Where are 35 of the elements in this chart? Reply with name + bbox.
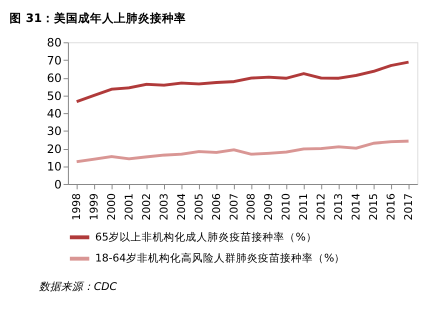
line-series: [75, 60, 410, 104]
x-tick-label: 2001: [122, 193, 136, 220]
y-tick-label: 40: [46, 106, 62, 121]
y-tick-label: 20: [46, 142, 62, 156]
x-tick-label: 2006: [210, 192, 223, 220]
y-tick-label: 10: [46, 160, 62, 174]
x-tick-label: 2008: [244, 192, 258, 220]
legend-label: 18-64岁非机构化高风险人群肺炎疫苗接种率（%）: [95, 252, 346, 265]
x-tick-label: 2016: [384, 192, 398, 220]
x-tick-label: 2000: [105, 192, 118, 220]
y-tick-label: 0: [54, 177, 62, 192]
y-tick-label: 60: [46, 71, 62, 86]
x-tick-label: 2004: [174, 192, 188, 220]
x-tick-label: 2015: [367, 193, 380, 220]
line-series: [75, 140, 410, 164]
x-tick-label: 2005: [192, 193, 206, 220]
x-tick-label: 2007: [227, 193, 240, 220]
source-note: 数据来源：CDC: [38, 280, 118, 293]
x-tick-label: 2003: [157, 193, 170, 220]
x-tick-label: 1999: [88, 192, 101, 220]
x-tick-label: 2013: [332, 193, 346, 220]
y-tick-label: 80: [46, 36, 62, 50]
x-tick-label: 2012: [314, 193, 328, 220]
y-tick-label: 50: [46, 88, 62, 103]
legend-label: 65岁以上非机构化成人肺炎疫苗接种率（%）: [95, 230, 317, 244]
x-tick-label: 2010: [280, 192, 293, 220]
x-tick-label: 2011: [297, 193, 310, 220]
x-tick-label: 1998: [70, 192, 84, 220]
x-tick-label: 2014: [350, 192, 363, 220]
y-tick-label: 70: [46, 53, 62, 68]
x-tick-label: 2002: [140, 193, 153, 220]
x-tick-label: 2017: [402, 193, 415, 220]
y-tick-label: 30: [46, 124, 62, 138]
chart-title: 图 31：美国成年人上肺炎接种率: [10, 10, 186, 25]
x-tick-label: 2009: [262, 192, 276, 220]
